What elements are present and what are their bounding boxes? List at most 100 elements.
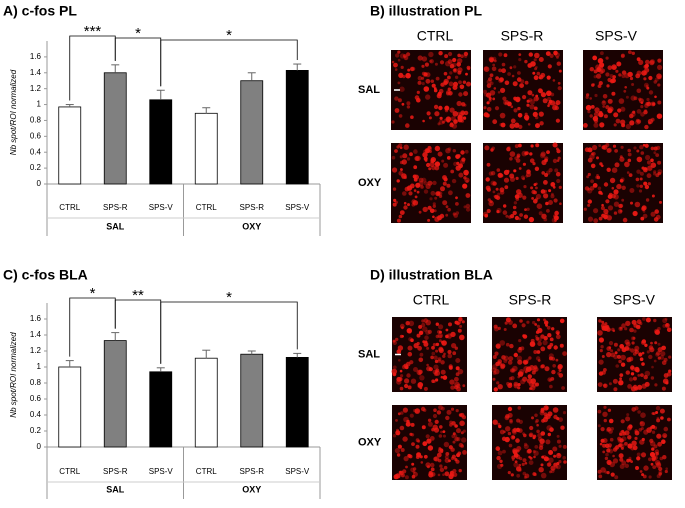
cell bbox=[619, 178, 624, 183]
cell bbox=[654, 460, 661, 466]
cell bbox=[503, 204, 507, 208]
cell bbox=[662, 318, 668, 324]
cell bbox=[518, 143, 522, 148]
cell bbox=[637, 410, 641, 414]
cell bbox=[458, 413, 463, 417]
cell bbox=[410, 338, 414, 343]
cell bbox=[552, 79, 556, 82]
cell bbox=[594, 107, 600, 113]
cell bbox=[630, 365, 635, 370]
cell bbox=[641, 383, 647, 389]
cell bbox=[518, 53, 522, 56]
cell bbox=[412, 174, 417, 179]
cell bbox=[587, 203, 591, 207]
cell bbox=[522, 334, 526, 338]
cell bbox=[639, 177, 643, 181]
cell bbox=[514, 144, 519, 149]
cell bbox=[624, 441, 628, 446]
cell bbox=[642, 143, 646, 147]
cell bbox=[536, 337, 542, 343]
cell bbox=[448, 81, 454, 87]
cell bbox=[545, 406, 549, 410]
cell bbox=[426, 438, 432, 444]
cell bbox=[648, 354, 653, 360]
cell bbox=[599, 349, 603, 353]
cell bbox=[483, 106, 487, 110]
cell bbox=[509, 66, 513, 70]
cell bbox=[403, 456, 409, 462]
cell bbox=[553, 215, 559, 221]
cell bbox=[554, 168, 559, 173]
cell bbox=[599, 122, 605, 128]
micrograph bbox=[492, 405, 567, 480]
cell bbox=[427, 205, 432, 210]
cell bbox=[391, 155, 396, 160]
cell bbox=[519, 213, 523, 217]
chart-title: A) c-fos PL bbox=[3, 3, 77, 19]
cell bbox=[434, 161, 441, 167]
cell bbox=[652, 465, 657, 469]
cell bbox=[662, 455, 667, 460]
cell bbox=[537, 88, 543, 94]
y-tick-label: 0 bbox=[37, 179, 42, 188]
cell bbox=[610, 349, 614, 353]
cell bbox=[657, 100, 662, 105]
cell bbox=[613, 112, 619, 118]
cell bbox=[455, 409, 459, 413]
cell bbox=[593, 69, 598, 74]
cell bbox=[650, 341, 653, 345]
cell bbox=[594, 93, 598, 98]
cell bbox=[499, 429, 505, 435]
cell bbox=[586, 175, 590, 179]
cell bbox=[557, 81, 561, 85]
cell bbox=[553, 198, 558, 203]
cell bbox=[449, 71, 453, 75]
cell bbox=[426, 346, 430, 350]
cell bbox=[493, 195, 497, 198]
cell bbox=[397, 58, 401, 62]
cell bbox=[524, 208, 527, 212]
cell bbox=[640, 373, 644, 377]
cell bbox=[625, 320, 631, 327]
cell bbox=[655, 411, 659, 414]
cell bbox=[462, 450, 467, 455]
cell bbox=[465, 203, 471, 209]
cell bbox=[436, 410, 442, 415]
cell bbox=[488, 96, 492, 100]
cell bbox=[522, 195, 527, 200]
cell bbox=[509, 420, 513, 424]
cell bbox=[435, 378, 439, 382]
y-tick-label: 1 bbox=[37, 100, 42, 109]
cell bbox=[643, 181, 648, 186]
cell bbox=[504, 102, 508, 105]
cell bbox=[442, 354, 446, 358]
cell bbox=[433, 408, 437, 413]
cell bbox=[630, 95, 636, 101]
cell bbox=[540, 364, 544, 369]
cell bbox=[529, 152, 533, 156]
cell bbox=[425, 183, 431, 189]
micrograph bbox=[483, 50, 563, 130]
cell bbox=[518, 217, 521, 221]
cell bbox=[516, 77, 522, 82]
cell bbox=[621, 70, 627, 75]
cell bbox=[634, 436, 638, 440]
cell bbox=[399, 369, 403, 373]
cell bbox=[544, 173, 549, 177]
cell bbox=[509, 176, 516, 182]
y-axis-label: Nb spot/ROI normalized bbox=[9, 332, 18, 418]
cell bbox=[535, 335, 538, 338]
cell bbox=[444, 471, 450, 477]
cell bbox=[541, 455, 545, 459]
cell bbox=[607, 194, 613, 200]
cell bbox=[498, 424, 502, 429]
cell bbox=[455, 459, 460, 464]
cell bbox=[497, 172, 503, 178]
cell bbox=[398, 377, 403, 382]
cell bbox=[624, 430, 630, 436]
cell bbox=[540, 189, 546, 194]
column-label: SPS-R bbox=[501, 28, 544, 44]
cell bbox=[618, 73, 622, 77]
cell bbox=[605, 105, 610, 110]
